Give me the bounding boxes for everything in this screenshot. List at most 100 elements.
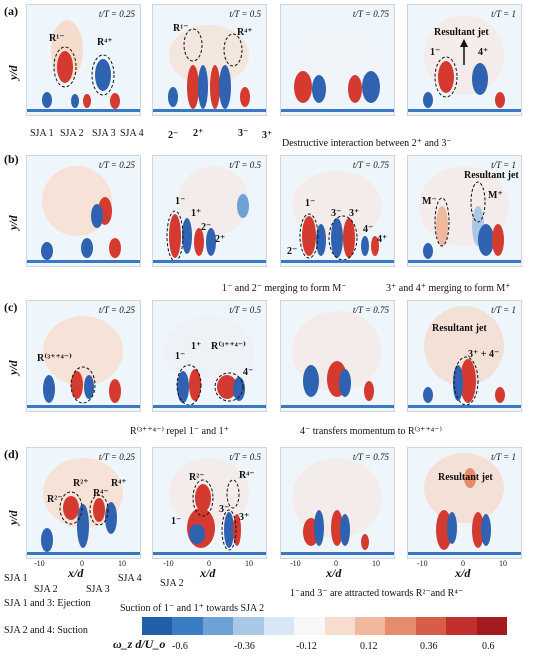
time-label: t/T = 0.25 <box>98 9 135 19</box>
colorbar-segment <box>263 617 295 635</box>
vorticity-field <box>408 453 521 555</box>
vortex-label: 4⁻ <box>243 367 254 378</box>
sja-label: SJA 3 <box>92 128 116 139</box>
vorticity-field <box>27 20 140 112</box>
colorbar-segment <box>415 617 447 635</box>
vortex-label: 4⁺ <box>478 47 489 58</box>
vorticity-field <box>27 166 140 263</box>
sja-label: SJA 2 <box>60 128 84 139</box>
time-label: t/T = 0.5 <box>229 452 261 462</box>
row-label-c: (c) <box>4 300 18 314</box>
annotation-text: 1⁻ and 2⁻ merging to form M⁻ <box>222 283 347 294</box>
annotation-text: 4⁻ transfers momentum to R⁽³⁺⁺⁴⁻⁾ <box>300 426 442 437</box>
vortex-label: 1⁻ <box>430 47 441 58</box>
colorbar-segment <box>446 617 477 635</box>
vortex-label: 2⁺ <box>193 128 204 139</box>
vorticity-field <box>281 458 394 555</box>
sja-label: SJA 2 <box>34 584 58 595</box>
y-axis-label: y/d <box>6 510 20 525</box>
colorbar-segment <box>476 617 508 635</box>
time-label: t/T = 0.75 <box>352 9 389 19</box>
colorbar-tick: -0.12 <box>296 641 317 652</box>
jet-label: Resultant jet <box>438 472 493 483</box>
annotation-text: SJA 1 and 3: Ejection <box>4 598 91 609</box>
time-label: t/T = 0.25 <box>98 160 135 170</box>
y-axis-label: y/d <box>6 65 20 80</box>
x-tick: 10 <box>118 559 126 568</box>
sja-label: SJA 3 <box>86 584 110 595</box>
colorbar-segment <box>324 617 355 635</box>
x-tick: 10 <box>245 559 253 568</box>
x-tick: 10 <box>499 559 507 568</box>
panel-d-4: t/T = 1 Resultant jet <box>407 447 522 559</box>
vortex-label: 1⁻ <box>171 516 182 527</box>
vortex-label: 1⁻ <box>175 196 186 207</box>
vortex-label: M⁺ <box>488 190 503 201</box>
vortex-label: R¹⁻ <box>173 23 189 34</box>
y-axis-label: y/d <box>6 215 20 230</box>
time-label: t/T = 0.5 <box>229 160 261 170</box>
vortex-label: 3⁻ <box>331 208 342 219</box>
sja-label: SJA 1 <box>30 128 54 139</box>
vorticity-field <box>281 171 394 263</box>
x-tick: -10 <box>417 559 428 568</box>
panel-c-1: t/T = 0.25 R⁽³⁺⁺⁴⁻⁾ <box>26 300 141 412</box>
annotation-text: 3⁺ and 4⁺ merging to form M⁺ <box>386 283 511 294</box>
row-label-a: (a) <box>4 4 18 18</box>
vortex-label: 2⁺ <box>215 234 226 245</box>
row-label-b: (b) <box>4 152 19 166</box>
x-tick: 0 <box>461 559 465 568</box>
colorbar-segment <box>294 617 325 635</box>
jet-label: Resultant jet <box>432 323 487 334</box>
vortex-label: 1⁻ <box>305 198 316 209</box>
vorticity-field <box>408 15 521 112</box>
colorbar-segment <box>172 617 203 635</box>
row-label-d: (d) <box>4 447 19 461</box>
time-label: t/T = 0.5 <box>229 9 261 19</box>
vortex-label: 4⁺ <box>377 234 388 245</box>
annotation-text: Suction of 1⁻ and 1⁺ towards SJA 2 <box>120 603 265 614</box>
jet-label: Resultant jet <box>464 170 519 181</box>
sja-label: SJA 1 <box>4 573 28 584</box>
vortex-label: R²⁺ <box>73 478 89 489</box>
vortex-label: 4⁻ <box>363 224 374 235</box>
x-tick: 10 <box>372 559 380 568</box>
time-label: t/T = 0.25 <box>98 452 135 462</box>
x-tick: 0 <box>334 559 338 568</box>
annotation-text: Destructive interaction between 2⁺ and 3… <box>282 138 452 149</box>
panel-b-3: t/T = 0.75 1⁻ 2⁻ 3⁻ 3⁺ 4⁻ 4⁺ <box>280 155 395 267</box>
panel-c-3: t/T = 0.75 <box>280 300 395 412</box>
panel-c-2: t/T = 0.5 1⁻ 1⁺ R⁽³⁺⁺⁴⁻⁾ 4⁻ <box>152 300 267 412</box>
sja-label: SJA 4 <box>120 128 144 139</box>
colorbar-segment <box>233 617 264 635</box>
vortex-label: 1⁺ <box>191 208 202 219</box>
x-axis-label: x/d <box>68 566 84 580</box>
vortex-label: 2⁻ <box>287 246 298 257</box>
vortex-label: 2⁻ <box>201 222 212 233</box>
jet-label: Resultant jet <box>434 27 489 38</box>
vortex-label: R²⁻ <box>189 472 205 483</box>
sja-label: SJA 4 <box>118 573 142 584</box>
vortex-label: R⁽³⁺⁺⁴⁻⁾ <box>211 341 247 352</box>
annotation-text: SJA 2 and 4: Suction <box>4 625 88 636</box>
panel-b-4: t/T = 1 Resultant jet M⁻ M⁺ <box>407 155 522 267</box>
vortex-label: 3⁺ <box>239 512 250 523</box>
vortex-label: R⁴⁺ <box>111 478 127 489</box>
panel-a-2: t/T = 0.5 R¹⁻ R⁴⁺ <box>152 4 267 116</box>
sja-label: SJA 2 <box>160 578 184 589</box>
vorticity-field <box>153 458 266 555</box>
time-label: t/T = 1 <box>491 452 516 462</box>
time-label: t/T = 1 <box>491 305 516 315</box>
x-tick: -10 <box>163 559 174 568</box>
x-tick: -10 <box>290 559 301 568</box>
vorticity-field <box>27 458 140 555</box>
vorticity-field <box>408 306 521 408</box>
panel-b-2: t/T = 0.5 1⁻ 1⁺ 2⁻ 2⁺ <box>152 155 267 267</box>
colorbar-tick: 0.12 <box>360 641 378 652</box>
colorbar <box>142 617 508 635</box>
colorbar-label: ω_z d/U_o <box>113 637 166 651</box>
vortex-label: M⁻ <box>422 196 437 207</box>
colorbar-segment <box>354 617 386 635</box>
panel-d-2: t/T = 0.5 R²⁻ R⁴⁻ 1⁻ 3⁻ 3⁺ <box>152 447 267 559</box>
vortex-label: 3⁻ <box>219 504 230 515</box>
